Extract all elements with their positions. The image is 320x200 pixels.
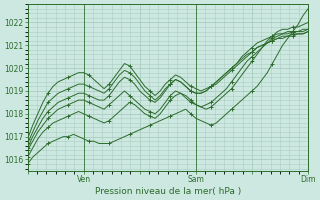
X-axis label: Pression niveau de la mer( hPa ): Pression niveau de la mer( hPa ) xyxy=(95,187,241,196)
